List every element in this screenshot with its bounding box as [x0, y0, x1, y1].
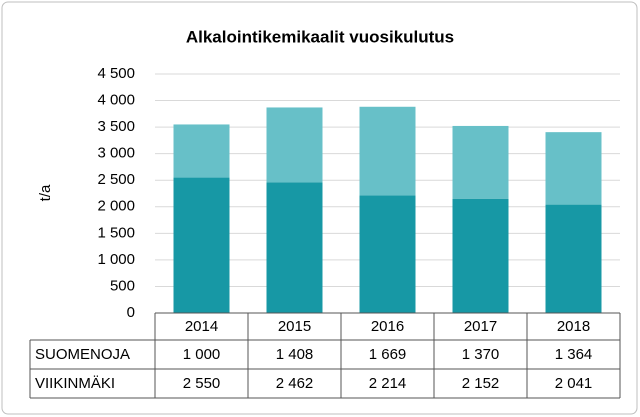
y-tick-label: 3 000: [97, 145, 135, 162]
table-value: 2 462: [276, 375, 314, 392]
y-tick-label: 2 000: [97, 198, 135, 215]
bar-segment: [173, 177, 230, 313]
y-tick-label: 1 000: [97, 251, 135, 268]
bar-segment: [359, 195, 416, 313]
chart-title: Alkalointikemikaalit vuosikulutus: [186, 27, 454, 46]
table-value: 1 408: [276, 346, 314, 363]
bars: [173, 106, 602, 313]
y-tick-label: 2 500: [97, 171, 135, 188]
y-tick-label: 4 000: [97, 92, 135, 109]
bar-segment: [545, 204, 602, 313]
x-tick-label: 2017: [464, 318, 497, 335]
table-value: 1 364: [555, 346, 593, 363]
table-value: 1 000: [183, 346, 221, 363]
y-tick-label: 4 500: [97, 65, 135, 82]
table-value: 1 669: [369, 346, 407, 363]
bar-segment: [359, 106, 416, 196]
y-tick-label: 500: [110, 277, 135, 294]
x-tick-label: 2015: [278, 318, 311, 335]
data-table-lines: [29, 312, 621, 399]
table-value: 1 370: [462, 346, 500, 363]
x-tick-label: 2014: [185, 318, 218, 335]
y-tick-label: 0: [127, 304, 135, 321]
y-tick-label: 1 500: [97, 224, 135, 241]
bar-segment: [452, 125, 509, 199]
bar-segment: [452, 198, 509, 313]
table-value: 2 152: [462, 375, 500, 392]
table-row-label: SUOMENOJA: [35, 346, 130, 363]
bar-segment: [266, 107, 323, 183]
bar-segment: [266, 182, 323, 313]
y-axis-label: t/a: [37, 184, 54, 201]
table-value: 2 041: [555, 375, 593, 392]
x-tick-label: 2018: [557, 318, 590, 335]
x-tick-label: 2016: [371, 318, 404, 335]
table-value: 2 214: [369, 375, 407, 392]
table-value: 2 550: [183, 375, 221, 392]
table-row-label: VIIKINMÄKI: [35, 375, 115, 392]
bar-segment: [545, 132, 602, 205]
y-tick-label: 3 500: [97, 118, 135, 135]
bar-segment: [173, 124, 230, 178]
